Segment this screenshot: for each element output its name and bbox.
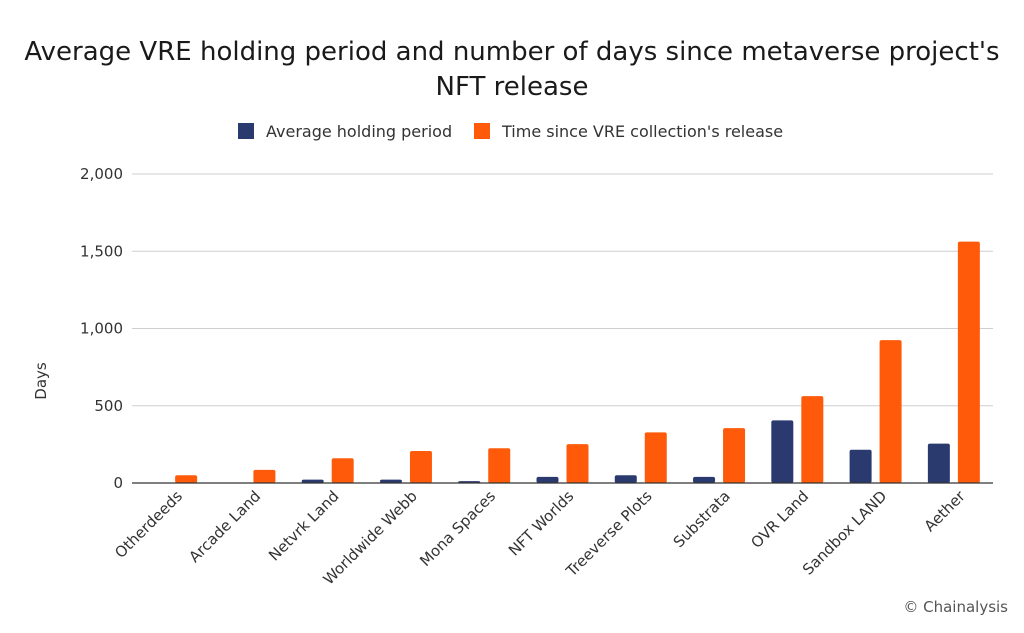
chart-title: Average VRE holding period and number of… [24,37,999,102]
x-tick-label-arcade-land: Arcade Land [185,487,264,566]
bar-time-since-vre-collection-s-release-ovr-land [801,396,824,483]
x-tick-label-mona-spaces: Mona Spaces [416,487,499,570]
bar-average-holding-period-aether [927,443,950,483]
y-axis-ticks: 0 500 1,000 1,500 2,000 [80,165,123,492]
bar-time-since-vre-collection-s-release-mona-spaces [488,448,511,483]
y-tick-label: 1,500 [80,242,123,260]
bar-time-since-vre-collection-s-release-netvrk-land [331,458,354,483]
bar-average-holding-period-nft-worlds [536,476,559,483]
y-tick-label: 500 [94,397,123,415]
gridlines [132,173,993,407]
legend-swatch-time-since-release [474,123,490,139]
bar-time-since-vre-collection-s-release-substrata [723,428,746,483]
chart-title-line-1: Average VRE holding period and number of… [24,37,999,67]
bar-average-holding-period-sandbox-land [849,449,872,483]
legend-item-time-since-release: Time since VRE collection's release [474,122,783,141]
bar-time-since-vre-collection-s-release-arcade-land [253,469,276,483]
bar-average-holding-period-worldwide-webb [379,479,402,483]
bar-time-since-vre-collection-s-release-treeverse-plots [644,432,667,483]
x-tick-label-netvrk-land: Netvrk Land [265,487,342,564]
bar-time-since-vre-collection-s-release-sandbox-land [879,340,902,483]
y-axis-label: Days [32,362,50,400]
credit-text: © Chainalysis [903,598,1008,616]
bar-average-holding-period-netvrk-land [301,479,324,483]
legend-item-average-holding-period: Average holding period [238,122,452,141]
chart-title-line-2: NFT release [436,72,589,102]
bar-average-holding-period-treeverse-plots [614,475,637,483]
bar-time-since-vre-collection-s-release-aether [957,241,980,483]
legend: Average holding period Time since VRE co… [238,122,783,141]
bars [175,241,980,483]
x-tick-label-otherdeeds: Otherdeeds [111,487,186,562]
x-axis-ticks: Otherdeeds Arcade Land Netvrk LandWorldwid… [111,487,969,589]
bar-time-since-vre-collection-s-release-nft-worlds [566,444,589,483]
x-tick-label-sandbox-land: Sandbox LAND [799,487,890,578]
bar-time-since-vre-collection-s-release-otherdeeds [175,475,198,483]
bar-average-holding-period-ovr-land [771,420,794,483]
x-tick-label-nft-worlds: NFT Worlds [505,487,577,559]
y-tick-label: 1,000 [80,320,123,338]
legend-label-time-since-release: Time since VRE collection's release [501,122,783,141]
y-tick-label: 0 [113,474,123,492]
x-tick-label-aether: Aether [921,487,970,536]
legend-label-average-holding-period: Average holding period [266,122,452,141]
x-tick-label-substrata: Substrata [670,487,734,551]
y-tick-label: 2,000 [80,165,123,183]
bar-time-since-vre-collection-s-release-worldwide-webb [409,451,432,483]
bar-average-holding-period-substrata [693,476,716,483]
x-tick-label-ovr-land: OVR Land [747,487,812,552]
legend-swatch-average-holding-period [238,123,254,139]
